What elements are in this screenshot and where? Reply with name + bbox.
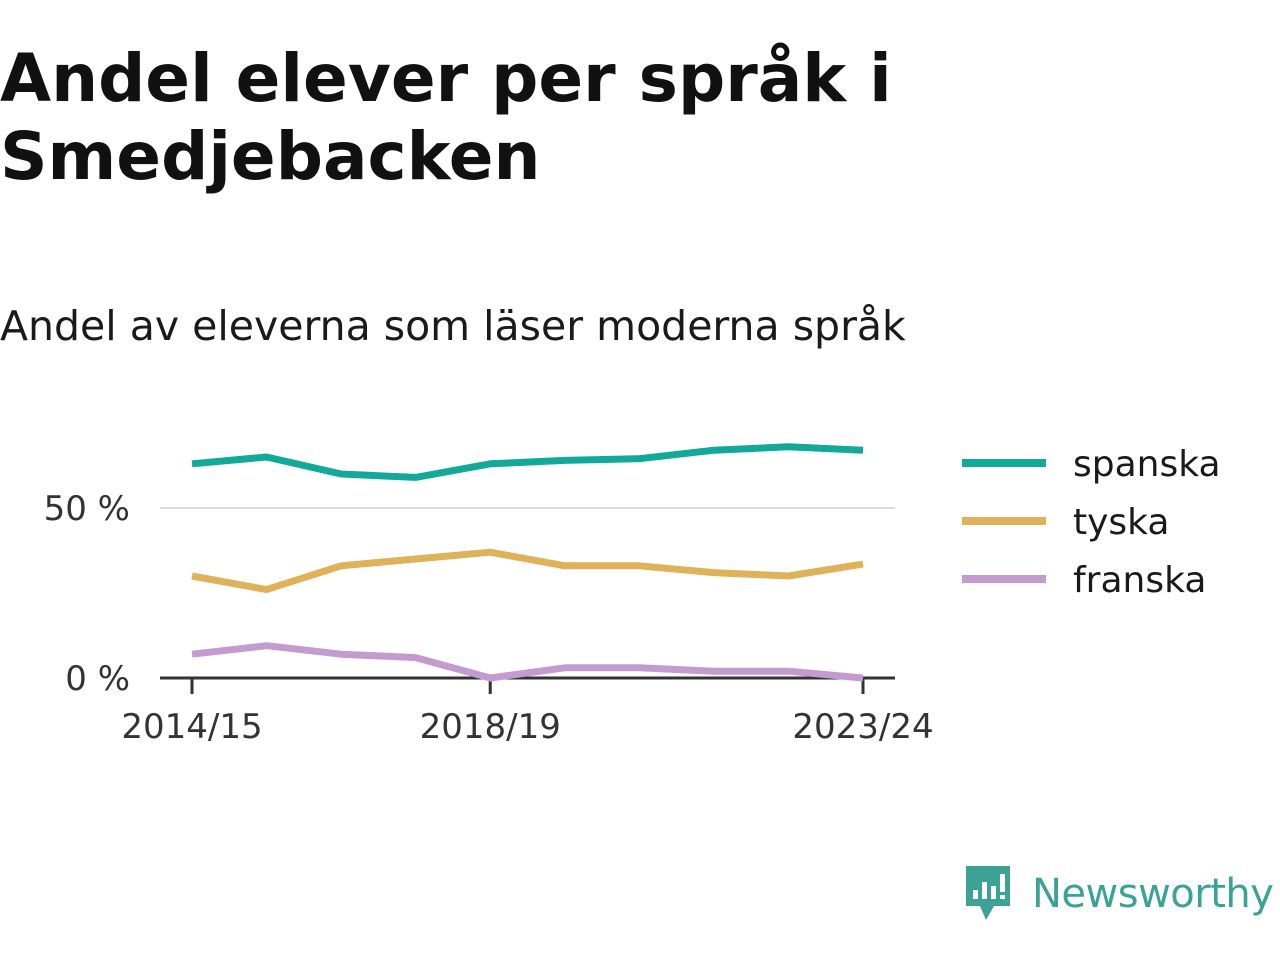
series-layer [191,443,864,682]
newsworthy-logo-icon [966,866,1010,920]
y-tick-label: 50 % [44,489,130,529]
brand-name: Newsworthy [1032,871,1274,917]
series-line-spanska [191,443,864,481]
grid-layer: 0 % 50 % [44,489,895,699]
y-tick-label: 0 % [65,659,130,699]
x-tick-label: 2018/19 [420,707,561,747]
x-axis: 2014/15 2018/19 2023/24 [121,676,934,747]
series-line-franska [191,642,864,682]
legend: spanska tyska franska [962,444,1221,601]
series-line-tyska [191,548,864,594]
legend-label-spanska: spanska [1073,444,1221,485]
chart-title: Andel elever per språk i Smedjebacken [0,40,892,195]
brand: Newsworthy [962,862,1274,926]
chart-subtitle: Andel av eleverna som läser moderna språ… [0,302,906,350]
x-tick-label: 2014/15 [121,707,262,747]
x-tick-label: 2023/24 [792,707,933,747]
legend-label-tyska: tyska [1073,502,1169,543]
legend-label-franska: franska [1073,560,1206,601]
